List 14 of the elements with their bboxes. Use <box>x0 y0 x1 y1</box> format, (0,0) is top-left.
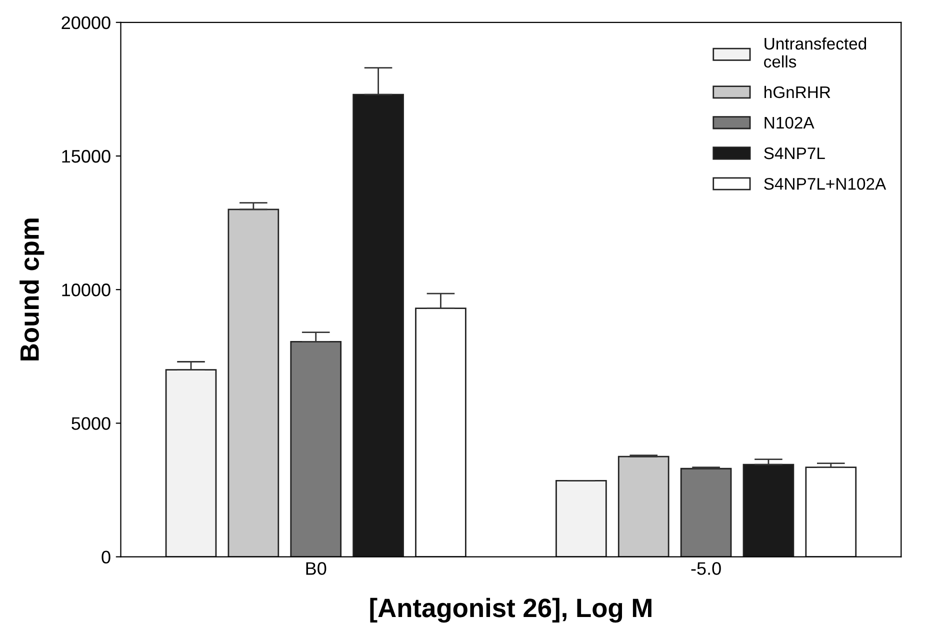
y-tick-label: 20000 <box>62 16 110 30</box>
legend-label: S4NP7L+N102A <box>764 178 886 190</box>
x-tick-label: B0 <box>306 562 326 575</box>
legend-label: S4NP7L <box>764 147 825 160</box>
y-tick-label: 15000 <box>62 150 110 163</box>
y-axis-title: Bound cpm <box>20 218 44 360</box>
y-tick-label: 0 <box>102 550 110 564</box>
x-tick-label: -5.0 <box>691 562 721 575</box>
x-axis-title: [Antagonist 26], Log M <box>370 598 652 623</box>
y-tick-label: 10000 <box>62 284 110 296</box>
legend-label: Untransfected cells <box>764 37 866 68</box>
y-tick-label: 5000 <box>72 417 110 430</box>
legend-label: hGnRHR <box>764 86 830 98</box>
legend-label: N102A <box>764 116 814 129</box>
